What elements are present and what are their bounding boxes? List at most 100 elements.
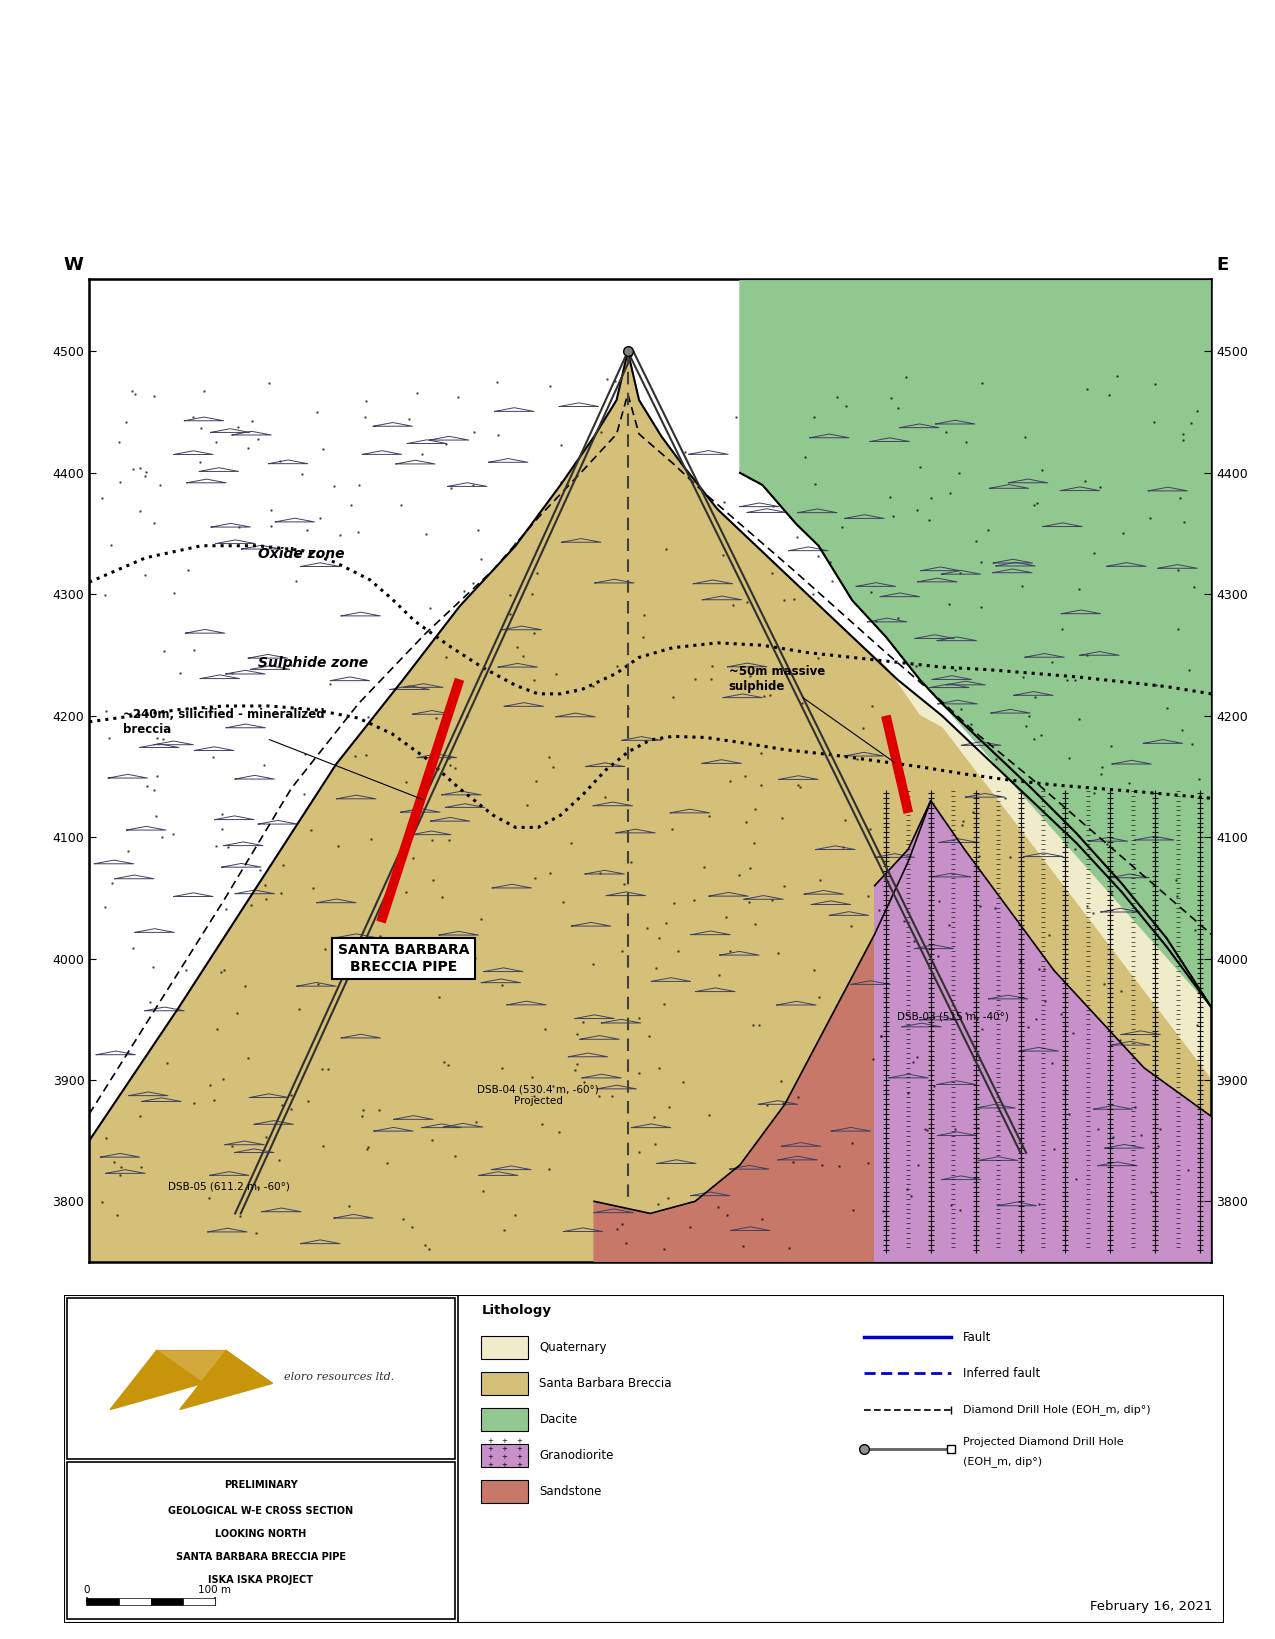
Point: [139, 988, 159, 1015]
Point: [144, 384, 164, 410]
Point: [349, 472, 370, 498]
Text: +: +: [516, 1454, 521, 1460]
Point: [950, 1198, 970, 1224]
Point: [1052, 616, 1072, 642]
Point: [238, 1046, 259, 1072]
Point: [439, 746, 459, 772]
Point: [796, 444, 816, 470]
Point: [205, 833, 226, 859]
Point: [951, 697, 972, 723]
Point: [436, 431, 456, 457]
Point: [714, 488, 734, 515]
Point: [1035, 988, 1056, 1015]
Point: [524, 620, 544, 646]
Point: [399, 406, 419, 433]
Text: ~50m massive
sulphide: ~50m massive sulphide: [729, 665, 895, 762]
Point: [1144, 408, 1164, 434]
Point: [445, 1142, 465, 1169]
Point: [227, 1000, 247, 1026]
Text: eloro resources ltd.: eloro resources ltd.: [284, 1372, 394, 1382]
Point: [872, 1198, 892, 1224]
Point: [356, 742, 376, 769]
Point: [1156, 695, 1177, 721]
Point: [843, 1198, 863, 1224]
Point: [338, 1193, 358, 1219]
Point: [297, 1088, 317, 1115]
Point: [654, 992, 674, 1018]
Point: [805, 403, 825, 429]
Point: [1100, 880, 1121, 906]
Point: [808, 983, 829, 1010]
Point: [590, 859, 611, 885]
Point: [182, 403, 203, 429]
Point: [96, 1124, 116, 1151]
Point: [618, 695, 639, 721]
Point: [147, 724, 167, 751]
Point: [597, 365, 617, 392]
Point: [273, 852, 293, 879]
Point: [1042, 1049, 1062, 1075]
Point: [358, 703, 379, 729]
Point: [309, 970, 329, 997]
Point: [357, 1136, 377, 1162]
Bar: [150, 1598, 182, 1605]
Point: [551, 433, 571, 459]
Point: [194, 379, 214, 405]
Point: [812, 1152, 833, 1178]
Text: 0: 0: [84, 1585, 91, 1595]
Point: [668, 938, 688, 964]
Point: [445, 756, 465, 782]
Point: [492, 1054, 513, 1080]
Point: [1019, 703, 1039, 729]
Point: [701, 665, 722, 692]
Point: [488, 421, 509, 447]
Point: [756, 1092, 776, 1118]
Point: [388, 844, 408, 870]
Point: [634, 602, 654, 628]
Point: [210, 959, 231, 985]
Point: [500, 600, 520, 626]
Point: [952, 808, 973, 834]
Point: [1181, 410, 1201, 436]
Point: [657, 910, 677, 936]
Point: [1187, 398, 1207, 425]
Point: [970, 549, 991, 575]
Point: [1060, 1101, 1080, 1128]
Point: [612, 1211, 632, 1237]
Point: [524, 865, 544, 892]
Point: [1017, 1015, 1038, 1041]
Text: +: +: [501, 1462, 507, 1469]
Point: [662, 683, 682, 710]
Point: [639, 1023, 659, 1049]
Point: [153, 726, 173, 752]
Point: [774, 587, 794, 613]
Point: [297, 518, 317, 544]
Point: [889, 395, 909, 421]
Point: [448, 384, 468, 410]
Point: [583, 951, 603, 977]
Point: [144, 777, 164, 803]
Text: +: +: [487, 1454, 493, 1460]
Point: [534, 1016, 555, 1042]
Point: [416, 521, 436, 547]
Point: [170, 661, 190, 687]
Point: [190, 449, 210, 475]
Point: [787, 523, 807, 549]
Text: Projected Diamond Drill Hole: Projected Diamond Drill Hole: [963, 1437, 1123, 1447]
Point: [136, 772, 157, 798]
Point: [434, 1049, 454, 1075]
Text: +: +: [501, 1454, 507, 1460]
Point: [422, 828, 442, 854]
Point: [743, 1011, 764, 1037]
Point: [273, 1092, 293, 1118]
Point: [956, 1000, 977, 1026]
Point: [719, 938, 739, 964]
Point: [736, 762, 756, 788]
Point: [615, 870, 635, 897]
Point: [324, 472, 344, 498]
Point: [525, 767, 546, 793]
Point: [106, 1201, 126, 1228]
Point: [952, 811, 973, 838]
Point: [807, 543, 827, 569]
Point: [762, 493, 783, 520]
